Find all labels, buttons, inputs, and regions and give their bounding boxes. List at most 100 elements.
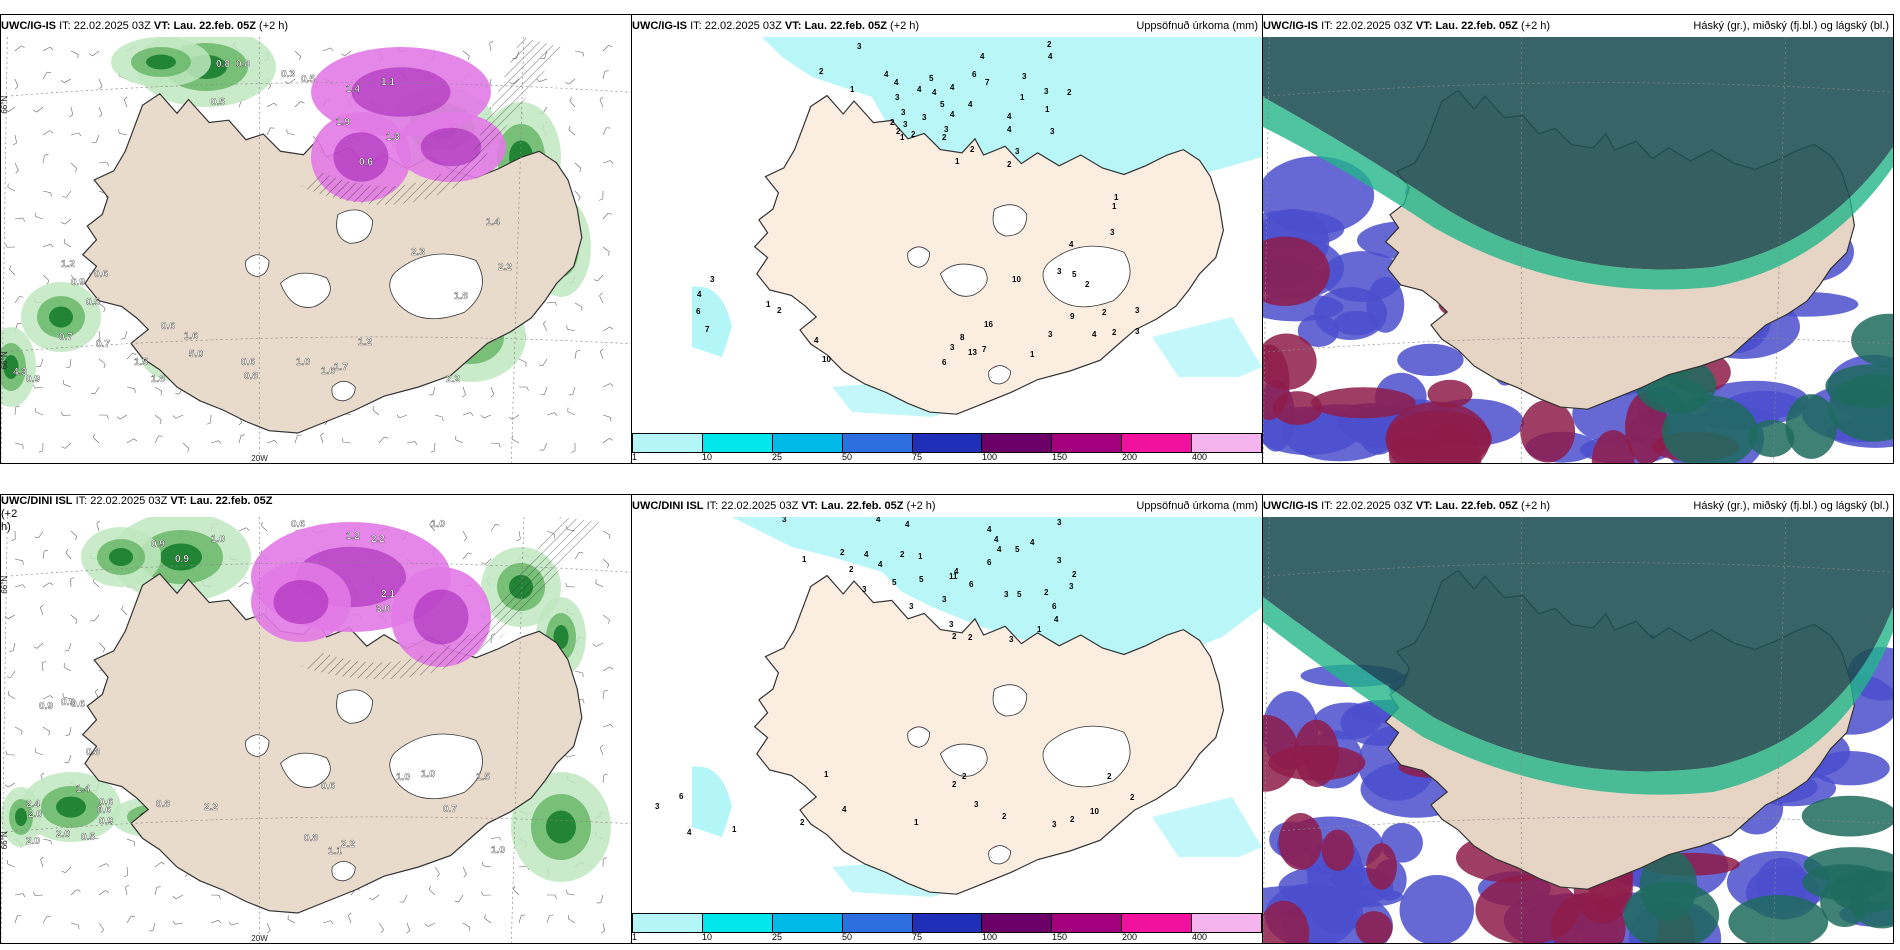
- wind-barb-flag: [218, 895, 221, 900]
- wind-barb-flag: [49, 130, 54, 134]
- accum-value: 2: [970, 145, 975, 154]
- wind-barb-flag: [69, 114, 73, 118]
- wind-barb: [70, 162, 78, 169]
- wind-barb-flag: [130, 915, 136, 918]
- wind-barb: [602, 614, 610, 620]
- wind-barb-flag: [40, 772, 45, 776]
- accum-value: 1: [1114, 193, 1119, 202]
- accum-value: 4: [994, 535, 999, 544]
- model-name: UWC/IG-IS: [1, 20, 56, 32]
- precip-value: 0.6: [359, 157, 373, 168]
- glacier: [907, 246, 931, 268]
- valid-time: Lau. 22.feb. 05Z: [1435, 500, 1518, 512]
- wind-barb-flag: [90, 392, 96, 395]
- accum-value: 3: [1052, 820, 1057, 829]
- wind-barb-flag: [238, 422, 243, 426]
- wind-barb: [518, 530, 521, 539]
- wind-barb-flag: [19, 296, 24, 298]
- accum-value: 10: [822, 355, 831, 364]
- cloud-map[interactable]: [1263, 517, 1893, 943]
- precip-value: 1.0: [296, 357, 310, 368]
- accum-value: 4: [687, 828, 692, 837]
- wind-barb-flag: [102, 648, 106, 653]
- colorbar-tick: 50: [842, 452, 853, 462]
- wind-barb: [567, 893, 576, 896]
- wind-barb-flag: [75, 536, 78, 541]
- wind-barb: [63, 696, 72, 700]
- wind-barb: [7, 187, 16, 192]
- mid-cloud: [1520, 399, 1576, 463]
- wind-barb: [602, 414, 611, 418]
- wind-barb: [489, 43, 492, 52]
- wind-barb: [544, 386, 548, 395]
- wind-barb-flag: [299, 56, 302, 61]
- wind-barb: [599, 99, 604, 108]
- accum-value: 4: [950, 110, 955, 119]
- cloud-map[interactable]: [1263, 37, 1893, 463]
- wind-barb-flag: [286, 129, 288, 134]
- accum-value: 1: [1112, 202, 1117, 211]
- snow-area-heavy: [351, 67, 451, 117]
- wind-barb: [602, 326, 611, 332]
- wind-barb: [546, 915, 550, 924]
- wind-barb-flag: [467, 55, 470, 60]
- wind-barb: [518, 865, 527, 868]
- precip-value: 0.7: [443, 804, 457, 815]
- wind-barb-flag: [38, 450, 43, 453]
- precip-wind-map[interactable]: 66°N 66°N 20W 0.8 0.8 0.3 0.5 1.1 1.4 0.5 1.9 1.3 0.…: [1, 37, 631, 463]
- precip-value: 2.0: [26, 836, 40, 847]
- precip-area-heavy: [3, 355, 19, 379]
- accum-value: 5: [940, 100, 945, 109]
- precip-wind-map[interactable]: 66°N 66°N 20W 0.6 1.0 0.9 0.9 1.2 2.2 1.0 3.0 2.1 0.…: [1, 517, 631, 943]
- wind-barb-flag: [49, 582, 54, 586]
- colorbar: 1 10 25 50 75 100 150 200 400: [632, 433, 1262, 463]
- precip-value: 1.5: [476, 772, 490, 783]
- wind-barb-flag: [463, 874, 467, 878]
- snow-area-heavy: [420, 127, 482, 167]
- glacier: [907, 726, 931, 748]
- precip-value-group: 0.61.00.90.91.2 2.21.03.02.10.9 0.90.60.81…: [26, 519, 506, 857]
- wind-barb: [42, 274, 50, 281]
- glacier: [1042, 245, 1131, 308]
- wind-barb-flag: [609, 326, 614, 330]
- wind-barb: [64, 218, 72, 225]
- it-label: IT:: [59, 20, 71, 32]
- wind-barb-flag: [554, 412, 558, 417]
- wind-barb-flag: [569, 97, 572, 102]
- wind-barb: [490, 524, 496, 532]
- accum-value: 2: [896, 127, 901, 136]
- precip-value: 2.3: [411, 247, 425, 258]
- wind-barb: [574, 50, 583, 53]
- panel-top-right: UWC/IG-IS IT: 22.02.2025 03Z VT: Lau. 22…: [1262, 14, 1894, 464]
- wind-barb: [154, 386, 162, 392]
- wind-barb-flag: [607, 251, 610, 256]
- wind-barb-flag: [490, 394, 494, 398]
- wind-barb-flag: [341, 438, 344, 443]
- wind-barb: [294, 435, 298, 444]
- wind-barb-flag: [330, 920, 334, 924]
- valid-time: Lau. 22.feb. 05Z: [820, 500, 904, 512]
- wind-barb: [8, 106, 16, 112]
- wind-barb: [9, 269, 16, 276]
- wind-barb-flag: [267, 85, 271, 90]
- accum-precip-map[interactable]: 3 1 4 4 2 4 2 4 3 5 2 1 5 3 3 11 4 6 3 2 2 3 5 3 1 4 4 6 4 5 3 4 3 2 3 6 4 2 1…: [632, 517, 1262, 913]
- wind-barb-flag: [116, 416, 121, 420]
- wind-barb-flag: [468, 927, 471, 932]
- wind-barb-flag: [607, 564, 610, 569]
- wind-barb-flag: [592, 643, 597, 647]
- glacier: [939, 743, 988, 777]
- precip-area-heavy: [546, 810, 576, 844]
- wind-barb-flag: [414, 441, 418, 446]
- glacier: [336, 209, 373, 244]
- colorbar-swatch: [1192, 434, 1262, 452]
- wind-barb-flag: [565, 582, 568, 587]
- precip-value: 1.1: [381, 77, 395, 88]
- wind-barb-flag: [610, 724, 614, 728]
- wind-barb: [36, 642, 44, 649]
- precip-value: 0.5: [81, 832, 95, 843]
- wind-barb: [546, 301, 555, 304]
- panel-title: UWC/IG-IS IT: 22.02.2025 03Z VT: Lau. 22…: [1263, 495, 1550, 517]
- wind-barb-flag: [489, 40, 494, 44]
